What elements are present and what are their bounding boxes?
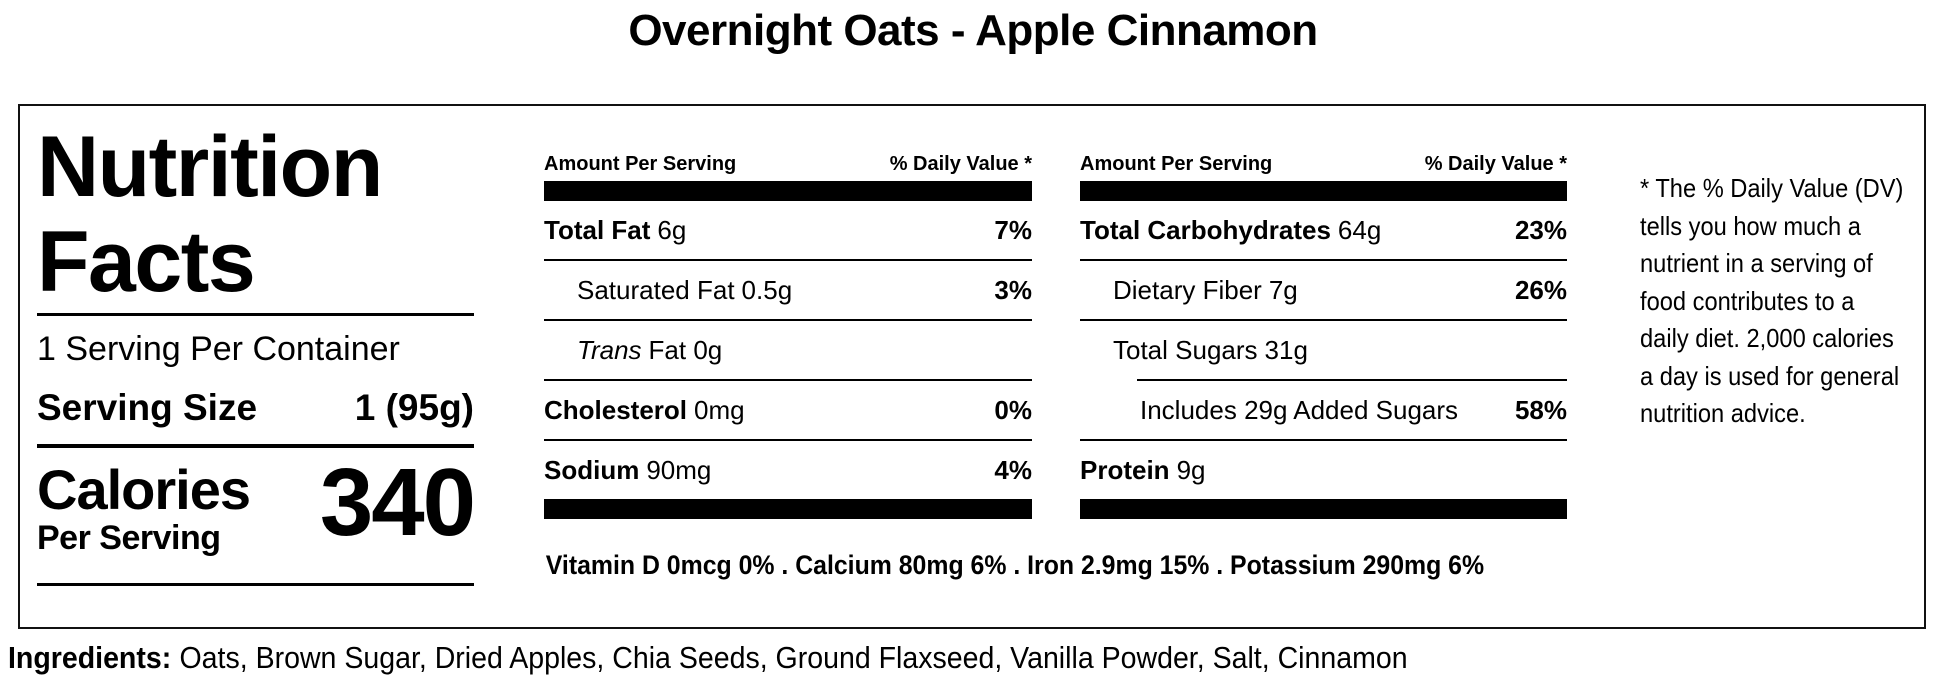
nutrient-amount: 31g <box>1264 334 1308 365</box>
divider <box>37 583 474 586</box>
nutrient-name: Total Carbohydrates <box>1080 214 1331 245</box>
nutrient-column-carbs-protein: Amount Per Serving % Daily Value * Total… <box>1080 152 1567 519</box>
divider <box>544 379 1032 381</box>
amount-per-serving-header: Amount Per Serving <box>544 153 737 175</box>
nutrient-amount: 90mg <box>646 454 712 485</box>
nutrient-amount: 7g <box>1268 274 1298 305</box>
serving-size-row: Serving Size 1 (95g) <box>37 387 474 429</box>
divider-indented <box>1080 379 1567 381</box>
heading-line1: Nutrition <box>37 119 383 215</box>
nutrient-amount: Fat 0g <box>648 334 723 365</box>
nutrient-row-cholesterol: Cholesterol 0mg 0% <box>544 381 1032 439</box>
heading-line2: Facts <box>37 214 256 310</box>
nutrient-amount: 64g <box>1337 214 1382 245</box>
nutrient-row-total-fat: Total Fat 6g 7% <box>544 201 1032 259</box>
calories-label-block: Calories Per Serving <box>37 458 251 558</box>
micronutrients-line: Vitamin D 0mcg 0% . Calcium 80mg 6% . Ir… <box>545 550 1485 580</box>
column-header: Amount Per Serving % Daily Value * <box>544 152 1032 176</box>
nutrient-dv: 0% <box>994 394 1032 425</box>
nutrient-row-trans-fat: Trans Fat 0g <box>544 321 1032 379</box>
nutrient-dv: 26% <box>1514 274 1567 305</box>
nutrient-dv: 4% <box>994 454 1032 485</box>
nutrient-row-total-carbohydrates: Total Carbohydrates 64g 23% <box>1080 201 1567 259</box>
separator-bar-thick <box>1080 499 1567 519</box>
calories-label: Calories <box>37 458 251 521</box>
nutrient-row-sodium: Sodium 90mg 4% <box>544 441 1032 499</box>
nutrient-dv: 58% <box>1514 394 1567 425</box>
nutrient-name: Saturated Fat <box>577 274 735 305</box>
divider <box>37 313 474 316</box>
column-header: Amount Per Serving % Daily Value * <box>1080 152 1567 176</box>
calories-value: 340 <box>319 449 476 556</box>
nutrient-name: Protein <box>1080 454 1170 485</box>
nutrient-row-total-sugars: Total Sugars 31g <box>1080 321 1567 379</box>
separator-bar-thick <box>544 181 1032 201</box>
separator-bar-thick <box>1080 181 1567 201</box>
divider <box>37 444 474 448</box>
nutrient-row-added-sugars: Includes 29g Added Sugars 58% <box>1080 381 1567 439</box>
nutrient-amount: 6g <box>657 214 687 245</box>
calories-sublabel: Per Serving <box>37 519 221 557</box>
nutrient-name: Cholesterol <box>544 394 688 425</box>
divider <box>544 259 1032 261</box>
nutrient-name: Total Fat <box>544 214 651 245</box>
nutrient-row-saturated-fat: Saturated Fat 0.5g 3% <box>544 261 1032 319</box>
ingredients-line: Ingredients: Oats, Brown Sugar, Dried App… <box>8 640 1408 676</box>
nutrient-amount: 0.5g <box>741 274 793 305</box>
divider <box>544 319 1032 321</box>
nutrition-facts-heading: Nutrition Facts <box>37 119 383 310</box>
servings-per-container: 1 Serving Per Container <box>37 330 400 368</box>
nutrient-row-protein: Protein 9g <box>1080 441 1567 499</box>
ingredients-label: Ingredients: <box>8 640 172 675</box>
nutrient-name: Dietary Fiber <box>1113 274 1262 305</box>
divider <box>1080 439 1567 441</box>
nutrient-dv: 7% <box>994 214 1032 245</box>
nutrient-name: Trans <box>577 334 642 365</box>
nutrient-name: Includes 29g Added Sugars <box>1140 394 1459 425</box>
separator-bar-thick <box>544 499 1032 519</box>
serving-size-label: Serving Size <box>37 387 258 428</box>
daily-value-footnote: * The % Daily Value (DV) tells you how m… <box>1640 173 1904 428</box>
amount-per-serving-header: Amount Per Serving <box>1080 153 1273 175</box>
page-title: Overnight Oats - Apple Cinnamon <box>628 6 1318 55</box>
serving-size-value: 1 (95g) <box>354 387 474 428</box>
nutrient-column-fat-sodium: Amount Per Serving % Daily Value * Total… <box>544 152 1032 519</box>
nutrient-name: Sodium <box>544 454 640 485</box>
nutrition-facts-panel: Nutrition Facts 1 Serving Per Container … <box>18 104 1926 629</box>
nutrient-amount: 0mg <box>694 394 745 425</box>
nutrient-amount: 9g <box>1176 454 1206 485</box>
calories-row: Calories Per Serving 340 <box>37 453 476 558</box>
nutrient-row-dietary-fiber: Dietary Fiber 7g 26% <box>1080 261 1567 319</box>
nutrient-name: Total Sugars <box>1113 334 1258 365</box>
daily-value-header: % Daily Value * <box>889 153 1032 175</box>
divider <box>1080 259 1567 261</box>
nutrient-dv: 3% <box>994 274 1032 305</box>
daily-value-header: % Daily Value * <box>1424 153 1567 175</box>
divider <box>1080 319 1567 321</box>
divider <box>544 439 1032 441</box>
ingredients-text: Oats, Brown Sugar, Dried Apples, Chia Se… <box>179 640 1408 675</box>
nutrient-dv: 23% <box>1514 214 1567 245</box>
